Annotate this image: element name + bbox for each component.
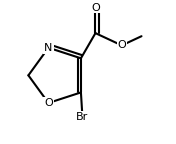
Text: O: O (44, 98, 53, 108)
Text: Br: Br (76, 112, 89, 122)
Text: O: O (91, 3, 100, 13)
Text: O: O (117, 40, 126, 50)
Text: N: N (44, 43, 53, 53)
